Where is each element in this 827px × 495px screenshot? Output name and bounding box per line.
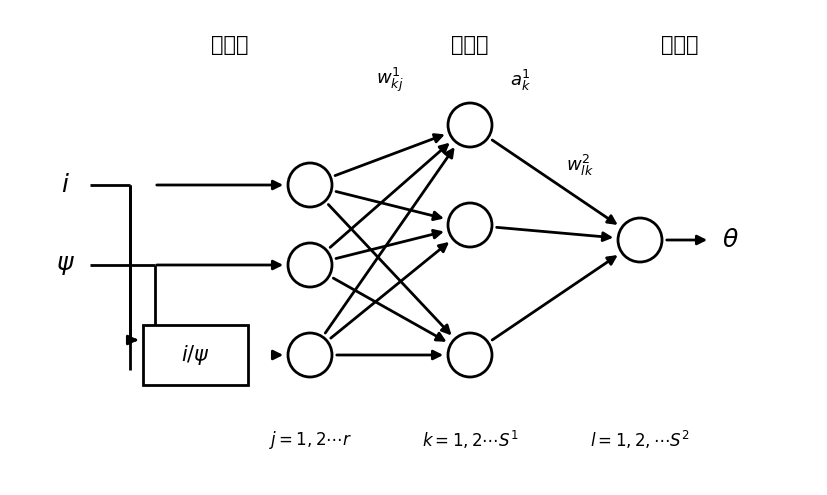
Text: $a^1_k$: $a^1_k$	[509, 67, 530, 93]
Circle shape	[288, 163, 332, 207]
Circle shape	[447, 103, 491, 147]
Text: $j=1,2\cdots r$: $j=1,2\cdots r$	[268, 429, 351, 451]
Text: $\theta$: $\theta$	[720, 228, 738, 252]
Text: $\psi$: $\psi$	[55, 253, 74, 277]
Text: $k=1,2\cdots S^1$: $k=1,2\cdots S^1$	[421, 429, 518, 451]
Circle shape	[617, 218, 662, 262]
Text: $i$: $i$	[60, 173, 69, 197]
Circle shape	[288, 333, 332, 377]
Text: $l=1,2,\cdots S^2$: $l=1,2,\cdots S^2$	[590, 429, 689, 451]
Text: $i/\psi$: $i/\psi$	[180, 343, 209, 367]
Bar	[143, 325, 248, 385]
Circle shape	[447, 333, 491, 377]
Circle shape	[288, 243, 332, 287]
Text: $w^1_{kj}$: $w^1_{kj}$	[375, 66, 404, 94]
Text: 输出层: 输出层	[661, 35, 698, 55]
Circle shape	[447, 203, 491, 247]
Text: 隐含层: 隐含层	[451, 35, 488, 55]
Text: 输入层: 输入层	[211, 35, 248, 55]
Text: $w^2_{lk}$: $w^2_{lk}$	[566, 152, 593, 178]
